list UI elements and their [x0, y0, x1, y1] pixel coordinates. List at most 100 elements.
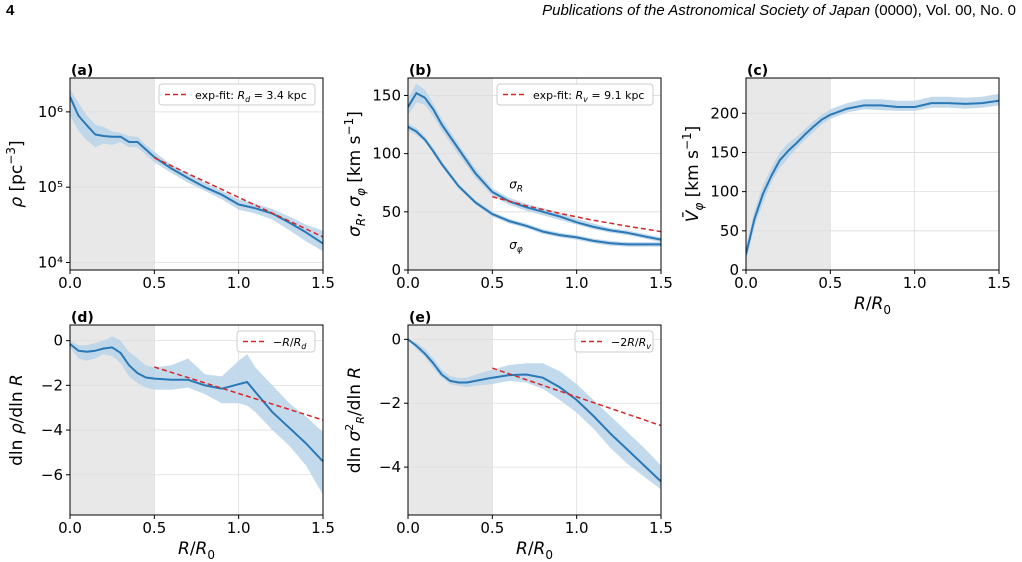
y-tick-label: 0 [729, 261, 739, 279]
text-part: σ [345, 429, 365, 441]
panel-label: (a) [71, 63, 93, 79]
panel-label: (c) [747, 63, 768, 79]
text-part: R [237, 89, 245, 102]
plot-area [70, 325, 323, 515]
text-part: /dln [7, 386, 27, 423]
y-axis-label-text: V̄φ [km s−1] [680, 126, 706, 223]
uncertainty-band [746, 93, 999, 261]
y-axis-label-text: ρ [pc−3] [4, 140, 27, 207]
x-axis-label: R/R0 [854, 294, 891, 317]
axes-frame [69, 324, 324, 516]
text-part: R [178, 539, 190, 559]
uncertainty-band [408, 339, 661, 490]
legend: exp-fit: Rd = 3.4 kpc [158, 83, 316, 106]
text-part: [km s [683, 150, 703, 203]
text-part: ] [7, 140, 27, 147]
text-part: R [345, 367, 365, 379]
text-part: φ [517, 245, 523, 255]
uncertainty-band [70, 336, 323, 495]
y-tick-label: 150 [710, 143, 739, 161]
y-axis-label-text: σR, σφ [km s−1] [342, 111, 368, 237]
panel-label: (b) [409, 63, 432, 79]
legend-box [158, 83, 316, 106]
text-part: dln [345, 441, 365, 473]
x-tick-label: 0.0 [396, 519, 420, 537]
text-part: = 9.1 kpc [588, 89, 645, 102]
text-part: R [354, 416, 367, 424]
text-part: σ [509, 178, 517, 192]
inner-region-shade [408, 325, 493, 515]
text-part: / [866, 294, 872, 314]
text-part: v [646, 342, 651, 351]
plot-area [408, 325, 661, 515]
series-annotation: σφ [509, 238, 523, 255]
text-part: R [627, 336, 635, 349]
text-part: exp-fit: [195, 89, 237, 102]
panel-c: 0.0 0.5 1.0 1.5 0 50 100 150 200 (c) V̄φ [km s−1] R… [680, 63, 1011, 317]
legend-text: exp-fit: Rd = 3.4 kpc [195, 89, 307, 104]
x-tick-label: 0.0 [396, 274, 420, 292]
x-tick-label: 0.5 [142, 519, 166, 537]
x-tick-label: 1.0 [903, 274, 927, 292]
legend-box [574, 330, 654, 353]
panel-e: 0.0 0.5 1.0 1.50−2−4(e)dln σ2R/dln RR/R0−2R… [343, 310, 673, 562]
text-part: −1 [342, 118, 356, 136]
x-tick-label: 0.0 [734, 274, 758, 292]
legend-box [236, 330, 316, 353]
text-part: R [516, 539, 528, 559]
fit-line [153, 157, 323, 238]
page-number: 4 [6, 2, 15, 19]
text-part: R [294, 336, 302, 349]
text-part: / [290, 336, 294, 349]
text-part: 0 [883, 303, 891, 317]
x-axis-label: R/R0 [516, 539, 553, 562]
text-part: σ [509, 238, 517, 252]
y-tick-label: −4 [41, 421, 63, 439]
y-tick-label: 200 [710, 104, 739, 122]
y-axis-label: σR, σφ [km s−1] [342, 111, 368, 237]
inner-region-shade [746, 78, 831, 270]
y-axis-label: ρ [pc−3] [4, 140, 27, 207]
plot-area [746, 78, 999, 270]
x-tick-label: 0.5 [142, 274, 166, 292]
x-tick-label: 1.5 [311, 274, 335, 292]
plot-area [408, 78, 661, 270]
x-tick-label: 1.5 [649, 274, 673, 292]
y-tick-label: 0 [391, 261, 401, 279]
x-tick-label: 0.5 [818, 274, 842, 292]
x-tick-label: 0.5 [480, 274, 504, 292]
text-part: R [7, 374, 27, 386]
legend-text: −R/Rd [273, 336, 307, 351]
y-axis-label: V̄φ [km s−1] [680, 126, 706, 223]
legend-text: exp-fit: Rv = 9.1 kpc [533, 89, 644, 104]
fit-line [154, 366, 323, 421]
x-tick-label: 1.0 [565, 519, 589, 537]
text-part: σ [345, 195, 365, 207]
x-tick-label: 1.5 [987, 274, 1011, 292]
text-part: φ [692, 203, 706, 211]
y-tick-label: 10⁴ [38, 253, 63, 271]
text-part: R [639, 336, 647, 349]
text-part: R [196, 539, 208, 559]
text-part: = 3.4 kpc [250, 89, 307, 102]
x-tick-label: 1.5 [649, 519, 673, 537]
series-line [408, 92, 661, 241]
x-tick-label: 0.0 [58, 519, 82, 537]
text-part: −3 [4, 147, 18, 165]
x-tick-label: 0.0 [58, 274, 82, 292]
text-part: R [872, 294, 884, 314]
series-line [408, 126, 661, 246]
text-part: v [583, 95, 588, 104]
text-part: R [517, 185, 523, 195]
y-axis-label-text: dln σ2R/dln R [343, 367, 367, 473]
legend: −R/Rd [236, 330, 316, 353]
y-tick-label: 0 [53, 332, 63, 350]
text-part: d [245, 95, 251, 104]
y-tick-label: −6 [41, 466, 63, 484]
text-part: −1 [680, 132, 694, 150]
panel-label: (e) [409, 310, 431, 326]
text-part: / [635, 336, 639, 349]
text-part: 2 [343, 424, 356, 431]
